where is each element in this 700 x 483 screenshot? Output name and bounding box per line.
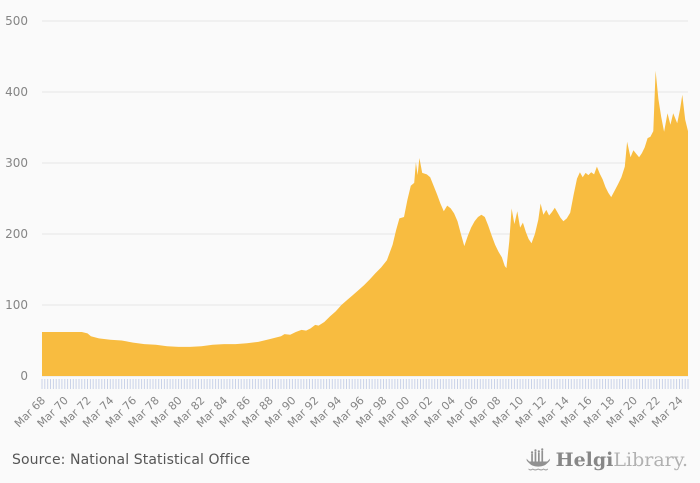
source-note: Source: National Statistical Office <box>12 452 251 468</box>
chart-footer: Source: National Statistical Office Helg… <box>0 440 700 480</box>
svg-text:200: 200 <box>5 227 28 241</box>
svg-text:400: 400 <box>5 85 28 99</box>
svg-text:300: 300 <box>5 156 28 170</box>
longship-icon <box>526 448 550 471</box>
x-minor-ticks <box>41 379 689 389</box>
logo-text-light: Library. <box>613 448 688 471</box>
logo-text: HelgiLibrary. <box>555 448 688 471</box>
logo-text-bold: Helgi <box>555 448 614 471</box>
area-series[interactable] <box>42 70 688 376</box>
helgi-library-logo[interactable]: HelgiLibrary. <box>526 447 688 473</box>
svg-text:0: 0 <box>20 369 28 383</box>
y-axis-labels: 0 100 200 300 400 500 <box>5 14 28 383</box>
svg-text:100: 100 <box>5 298 28 312</box>
svg-text:500: 500 <box>5 14 28 28</box>
